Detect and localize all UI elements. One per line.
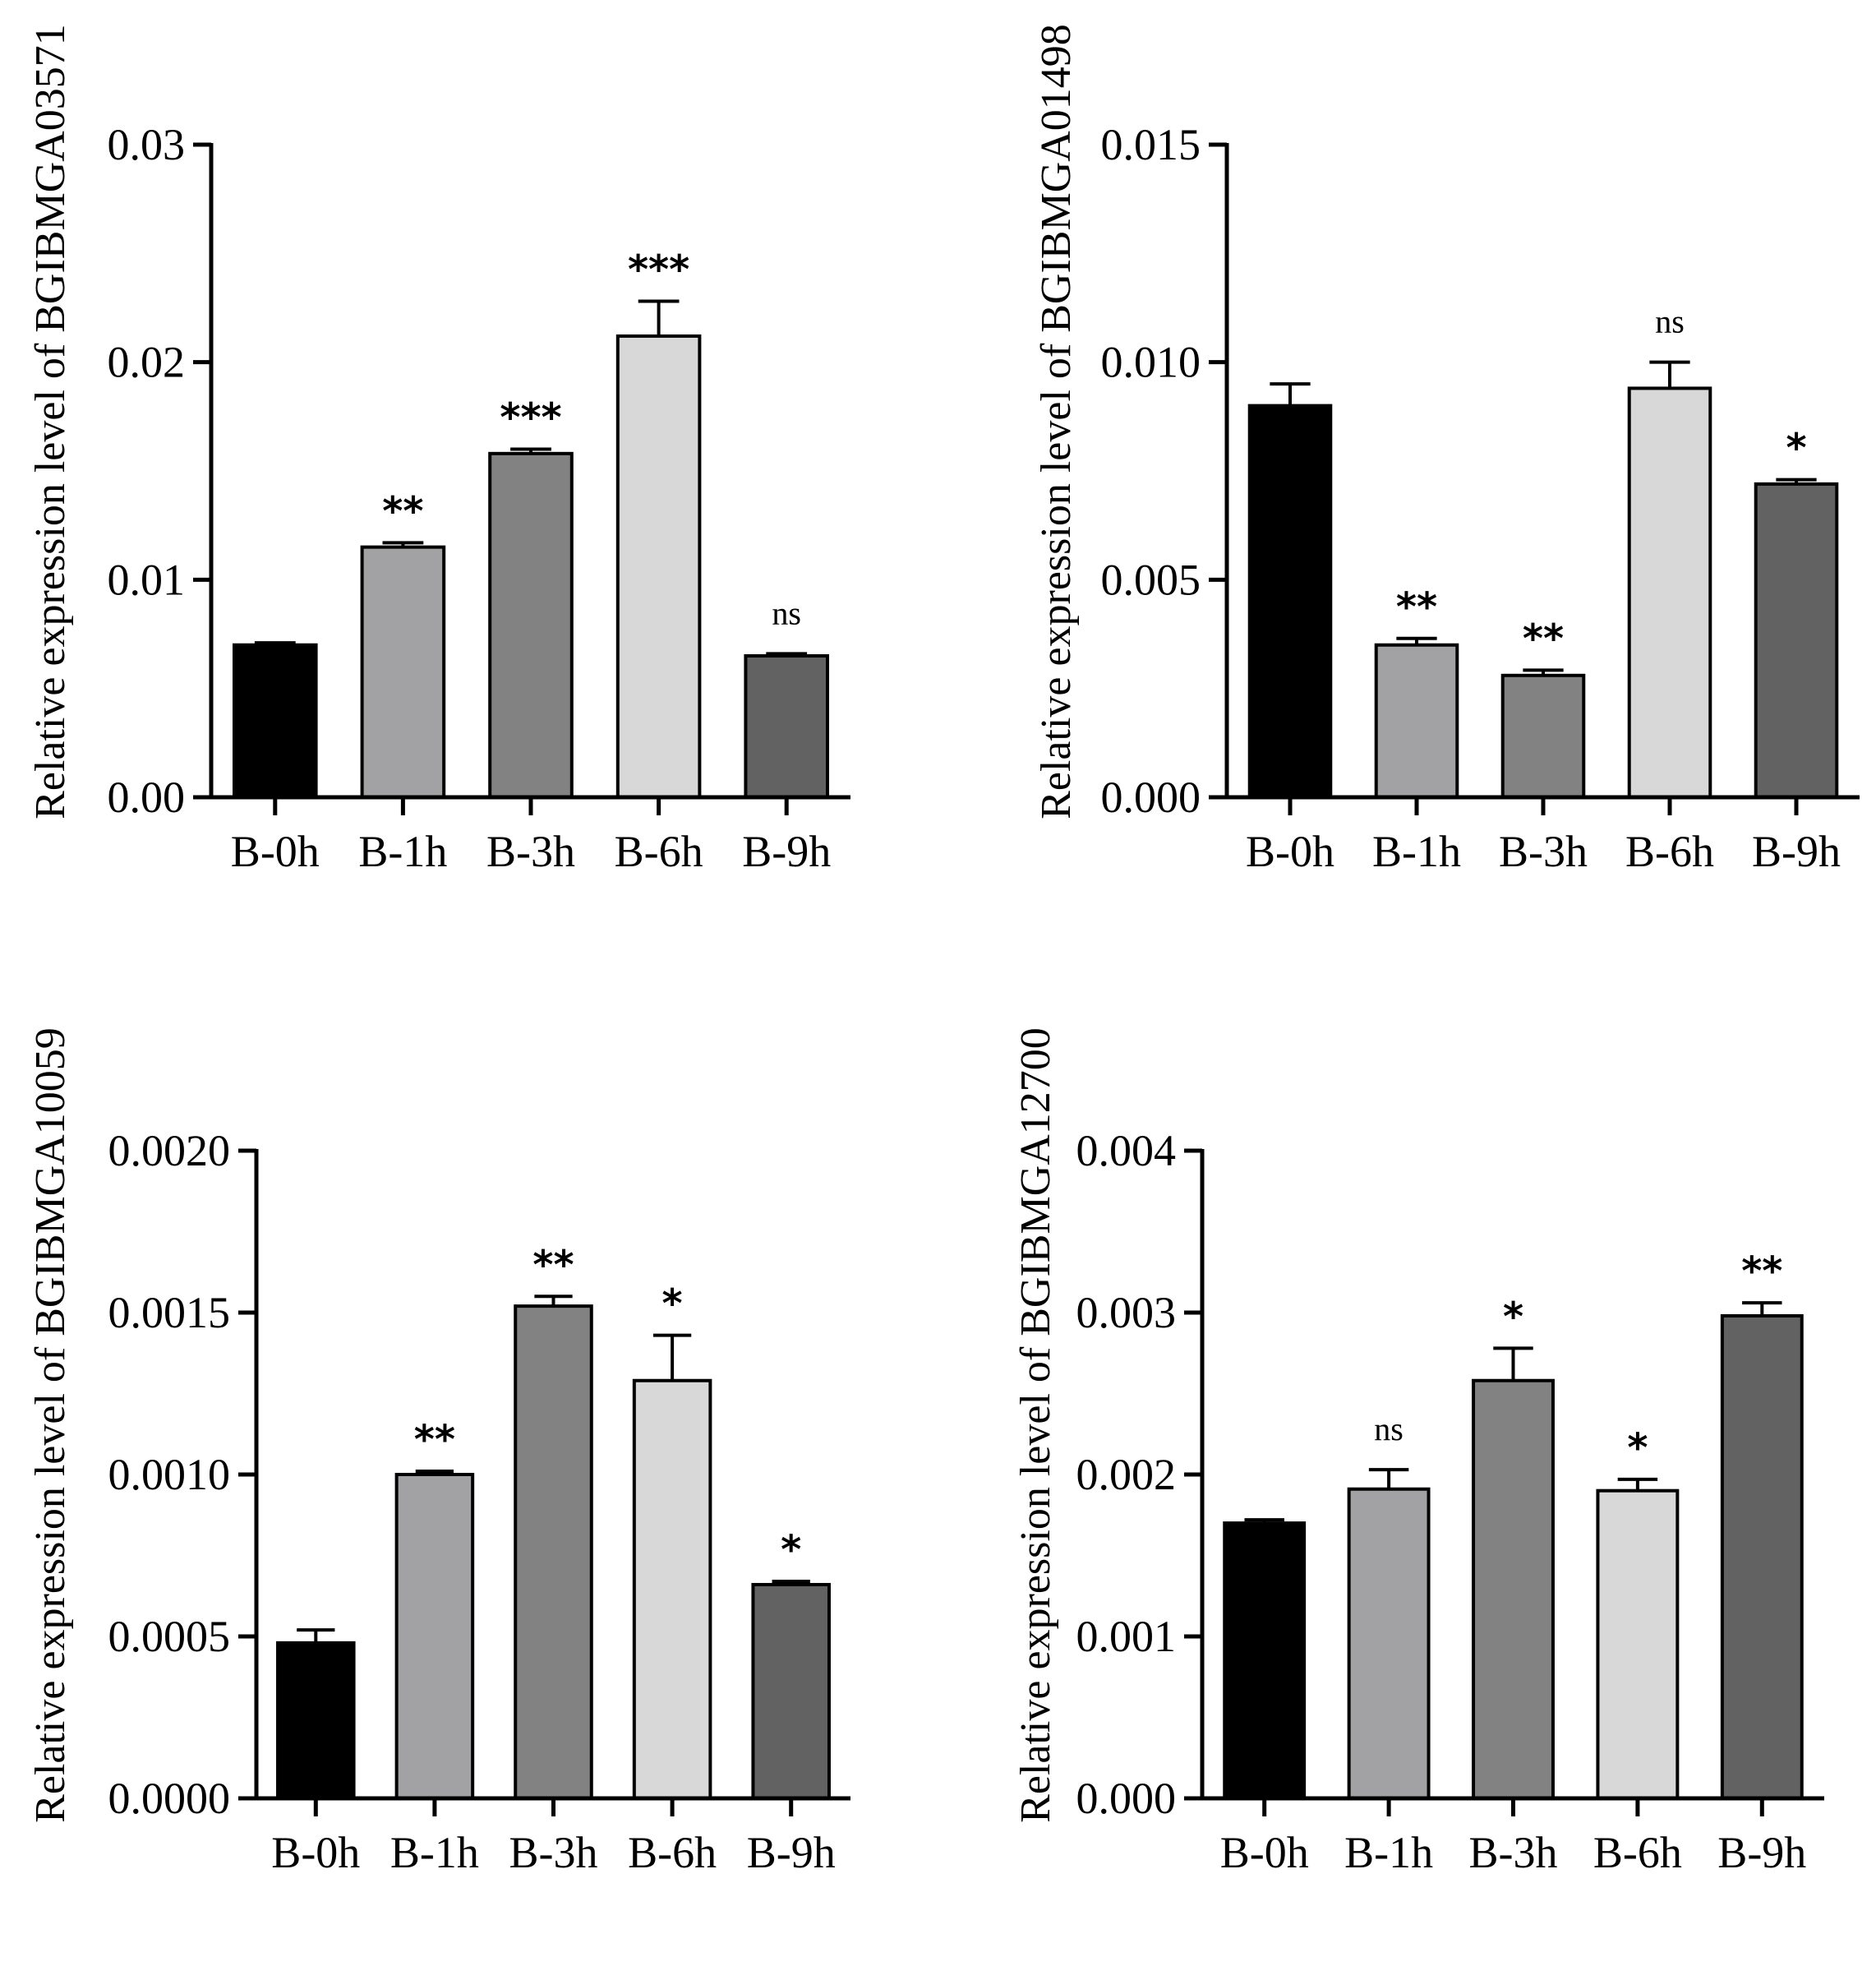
y-tick-label: 0.001 — [1076, 1612, 1177, 1661]
significance-label: * — [1627, 1425, 1648, 1471]
bar-b-1h — [394, 1473, 475, 1800]
x-tick-label: B-3h — [509, 1828, 598, 1877]
x-tick-label: B-6h — [615, 827, 703, 876]
significance-label: *** — [500, 395, 561, 441]
bar-b-1h — [1347, 1487, 1431, 1800]
y-tick-label: 0.010 — [1101, 338, 1201, 387]
y-tick-label: 0.0000 — [108, 1774, 231, 1823]
bar-b-6h — [1596, 1488, 1680, 1800]
significance-label: ** — [382, 488, 423, 534]
y-tick-label: 0.002 — [1076, 1450, 1177, 1499]
significance-label: ns — [1655, 303, 1685, 340]
y-axis-title: Relative expression level of BGIBMGA1270… — [1012, 1027, 1059, 1823]
significance-label: *** — [628, 247, 689, 293]
significance-label: * — [662, 1281, 683, 1327]
x-tick-label: B-6h — [628, 1828, 717, 1877]
bar-b-3h — [1500, 673, 1586, 800]
y-tick-label: 0.003 — [1076, 1288, 1177, 1337]
x-tick-label: B-6h — [1625, 827, 1714, 876]
y-tick-label: 0.005 — [1101, 555, 1201, 604]
x-tick-label: B-9h — [1717, 1828, 1806, 1877]
significance-label: ** — [1523, 616, 1564, 662]
x-tick-label: B-3h — [486, 827, 575, 876]
x-tick-label: B-1h — [358, 827, 447, 876]
y-tick-label: 0.015 — [1101, 120, 1201, 169]
x-tick-label: B-0h — [231, 827, 320, 876]
x-tick-label: B-0h — [1246, 827, 1334, 876]
bar-b-0h — [1247, 404, 1333, 799]
x-tick-label: B-1h — [390, 1828, 479, 1877]
x-tick-label: B-9h — [747, 1828, 836, 1877]
y-tick-label: 0.0020 — [108, 1126, 231, 1175]
bar-b-9h — [744, 653, 829, 800]
y-tick-label: 0.0010 — [108, 1450, 231, 1499]
bar-b-0h — [1223, 1521, 1307, 1800]
y-tick-label: 0.03 — [108, 120, 186, 169]
x-tick-label: B-0h — [271, 1828, 360, 1877]
significance-label: * — [1786, 426, 1806, 472]
y-tick-label: 0.000 — [1101, 773, 1201, 822]
bar-b-3h — [514, 1304, 593, 1800]
panel-bgibmga01498: ** ** ns * 0.000 0.005 0.010 0.015 B-0h B-1h B-3h B… — [1033, 24, 1860, 876]
significance-label: ** — [1741, 1248, 1782, 1295]
significance-label: ns — [772, 594, 801, 631]
y-tick-label: 0.00 — [108, 773, 186, 822]
x-tick-label: B-3h — [1469, 1828, 1558, 1877]
y-tick-label: 0.0005 — [108, 1612, 231, 1661]
x-tick-label: B-1h — [1344, 1828, 1433, 1877]
y-axis-title: Relative expression level of BGIBMGA0357… — [27, 24, 74, 819]
bar-b-0h — [276, 1641, 356, 1800]
bar-b-9h — [751, 1582, 831, 1800]
bar-b-6h — [615, 334, 702, 799]
bar-b-9h — [1754, 482, 1839, 799]
bar-b-1h — [1374, 643, 1459, 799]
bar-b-3h — [488, 451, 574, 799]
bar-b-9h — [1720, 1313, 1804, 1800]
y-axis-title: Relative expression level of BGIBMGA1005… — [27, 1027, 74, 1823]
significance-label: ** — [1396, 584, 1437, 630]
significance-label: * — [781, 1527, 801, 1573]
x-tick-label: B-0h — [1220, 1828, 1309, 1877]
significance-label: * — [1503, 1294, 1523, 1340]
significance-label: ** — [532, 1242, 574, 1288]
y-axis-title: Relative expression level of BGIBMGA0149… — [1033, 24, 1080, 819]
y-tick-label: 0.0015 — [108, 1288, 231, 1337]
y-tick-label: 0.01 — [108, 555, 186, 604]
y-tick-label: 0.02 — [108, 338, 186, 387]
y-tick-label: 0.000 — [1076, 1774, 1177, 1823]
x-tick-label: B-9h — [1752, 827, 1841, 876]
x-tick-label: B-1h — [1372, 827, 1461, 876]
bar-b-3h — [1472, 1378, 1555, 1800]
x-tick-label: B-3h — [1499, 827, 1588, 876]
bar-b-6h — [632, 1378, 712, 1800]
significance-label: ** — [414, 1417, 455, 1463]
panel-bgibmga10059: ******0.00000.00050.00100.00150.0020B-0h… — [27, 1027, 850, 1877]
bar-b-0h — [233, 643, 318, 799]
bar-b-1h — [360, 545, 446, 800]
x-tick-label: B-6h — [1593, 1828, 1682, 1877]
panel-bgibmga03571: ********ns0.000.010.020.03B-0h B-1h B-3h B-… — [27, 24, 850, 876]
bar-b-6h — [1627, 386, 1712, 799]
x-tick-label: B-9h — [742, 827, 831, 876]
y-tick-label: 0.004 — [1076, 1126, 1177, 1175]
significance-label: ns — [1374, 1410, 1404, 1447]
